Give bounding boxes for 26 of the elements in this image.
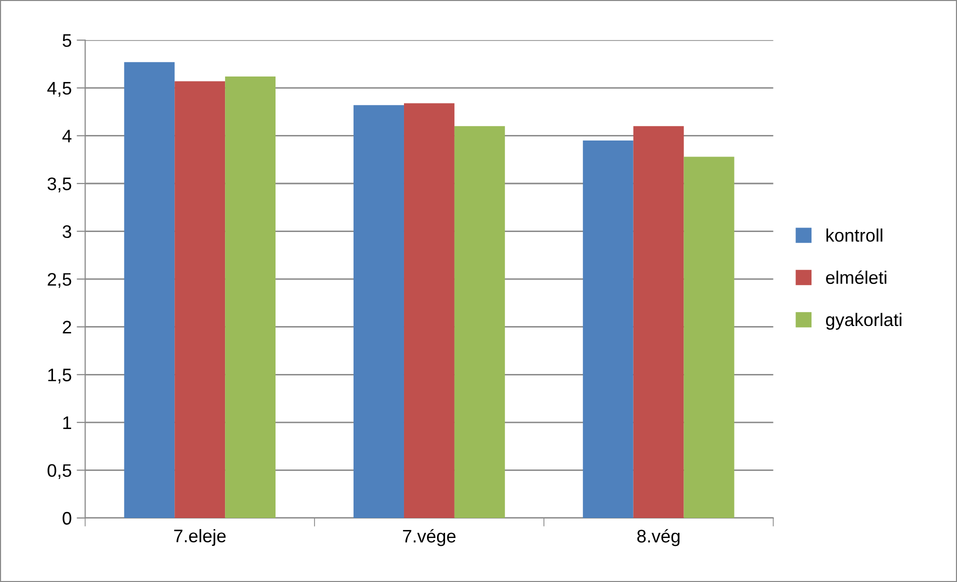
y-tick-label: 0,5 xyxy=(48,464,72,480)
bar xyxy=(582,140,634,518)
y-tick-label: 4 xyxy=(62,130,72,142)
y-tick-label: 2 xyxy=(62,320,72,334)
y-tick-label: 3 xyxy=(62,225,72,238)
y-tick-label: 1,5 xyxy=(48,368,72,384)
y-tick-label: 1 xyxy=(63,416,72,429)
y-tick-label: 4,5 xyxy=(47,82,72,97)
x-tick-label: 7.vége xyxy=(403,529,456,546)
bar xyxy=(404,103,454,518)
bar xyxy=(633,126,684,518)
bar xyxy=(454,126,505,518)
bar xyxy=(684,156,734,518)
y-tick-label: 0 xyxy=(62,512,72,525)
bar xyxy=(124,62,175,518)
legend-label: gyakorlati xyxy=(826,312,902,330)
bar xyxy=(354,105,404,518)
bar xyxy=(174,81,226,518)
y-tick-label: 5 xyxy=(62,34,72,47)
bar xyxy=(225,76,276,518)
y-tick-label: 3,5 xyxy=(48,177,72,192)
legend-label: elméleti xyxy=(826,270,886,284)
y-tick-label: 2,5 xyxy=(48,273,72,288)
x-tick-label: 8.vég xyxy=(637,529,680,546)
x-tick-label: 7.eleje xyxy=(174,529,226,546)
legend-label: kontroll xyxy=(826,228,882,242)
